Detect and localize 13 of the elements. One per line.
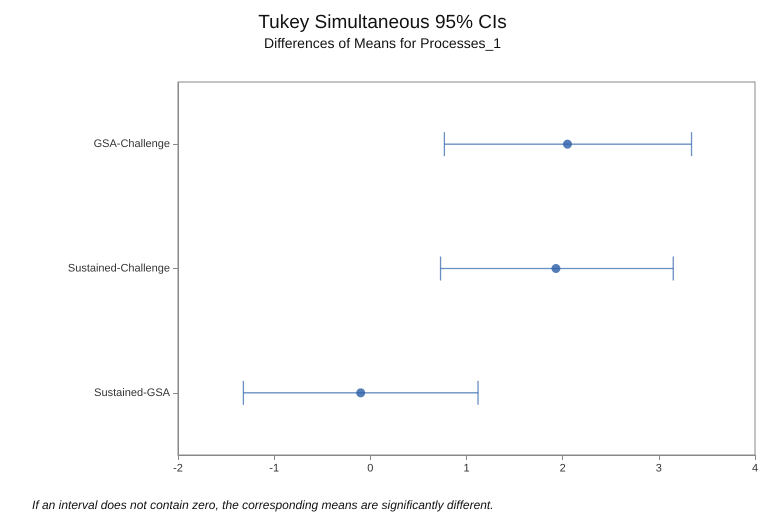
y-tick-label: Sustained-GSA <box>94 386 171 399</box>
x-tick-label: 2 <box>560 462 566 474</box>
x-tick-label: 1 <box>463 462 470 474</box>
y-tick-label: Sustained-Challenge <box>68 262 170 274</box>
x-tick-label: -1 <box>269 462 280 474</box>
x-tick-label: 0 <box>367 462 374 474</box>
y-tick-label: GSA-Challenge <box>94 138 170 150</box>
text: If an interval does not contain zero, the corresponding means are significantly different. <box>32 498 494 512</box>
chart-subtitle: Differences of Means for Processes_1 <box>264 35 502 51</box>
chart-title: Tukey Simultaneous 95% CIs <box>258 12 507 33</box>
x-tick-label: 3 <box>656 462 662 474</box>
x-tick-label: -2 <box>173 462 183 474</box>
x-tick-label: 4 <box>752 462 758 474</box>
